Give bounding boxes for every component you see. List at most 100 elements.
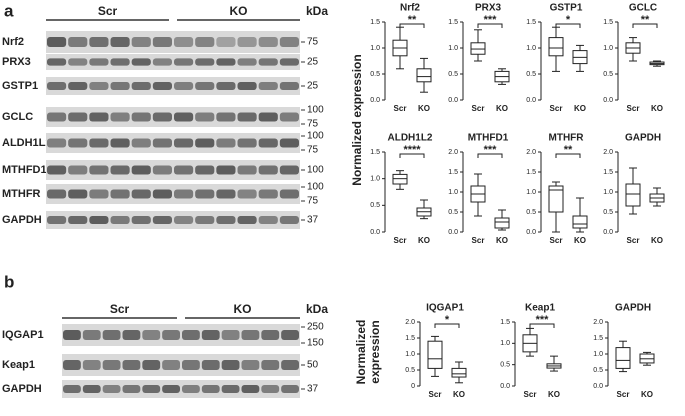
band [102,384,121,394]
band [122,360,141,370]
band [102,330,121,340]
band [201,330,220,340]
blot [62,324,300,346]
band [152,112,172,122]
band [201,360,220,370]
group-label: Scr [98,4,118,18]
marker-label: 100 [307,165,324,176]
significance-label: *** [484,14,498,26]
y-tick-label: 2.0 [593,319,603,326]
band [182,384,200,394]
band [110,58,130,66]
band [216,138,236,148]
chart-title: Nrf2 [400,3,420,14]
y-tick-label: 1.5 [526,19,536,26]
blot [46,107,300,127]
significance-bracket [529,323,555,328]
blot [46,184,300,204]
chart-title: PRX3 [475,3,502,14]
band [162,360,180,370]
band [279,189,299,199]
box [392,173,408,185]
band [68,37,88,47]
marker-label: 75 [307,119,319,130]
significance-label: ** [408,14,417,26]
band [63,360,81,370]
band [47,58,67,66]
marker-label: 37 [307,384,319,395]
band [281,384,299,394]
band [131,37,151,47]
band [82,330,101,340]
band [68,189,88,199]
band [162,384,180,394]
box [625,183,641,207]
band [131,189,151,199]
y-tick-label: 1.5 [370,19,380,26]
band [63,330,81,340]
band [110,112,130,122]
band [68,165,88,175]
protein-label: GAPDH [2,383,42,395]
y-tick-label: 0.0 [593,383,603,390]
blot [46,133,300,153]
band [68,215,88,225]
x-tick-label: KO [574,104,586,113]
box [427,340,443,369]
band [279,165,299,175]
band [89,81,109,91]
y-tick-label: 1.0 [603,45,613,52]
band [110,165,130,175]
band [261,384,280,394]
band [131,112,151,122]
significance-bracket [555,153,581,158]
x-tick-label: Scr [524,390,537,399]
panel-label: b [4,272,14,291]
significance-label: ** [641,14,650,26]
band [195,112,215,122]
protein-label: ALDH1L2 [2,137,52,149]
significance-bracket [477,153,503,158]
band [89,215,109,225]
marker-label: 100 [307,131,324,142]
band [82,384,101,394]
band [152,58,172,66]
y-tick-label: 0.0 [526,97,536,104]
band [47,81,67,91]
box [548,37,564,57]
band [216,189,236,199]
band [142,330,161,340]
x-tick-label: Scr [627,104,640,113]
significance-bracket [434,323,460,328]
protein-label: MTHFR [2,188,41,200]
band [142,360,161,370]
protein-label: GCLC [2,111,33,123]
protein-label: PRX3 [2,56,31,68]
unit-label: kDa [306,4,328,18]
band [237,37,257,47]
x-tick-label: KO [418,104,430,113]
band [102,360,121,370]
x-tick-label: Scr [429,390,442,399]
band [110,81,130,91]
band [47,189,67,199]
x-tick-label: Scr [394,236,407,245]
box [494,217,510,229]
marker-label: 150 [307,338,324,349]
marker-label: 50 [307,360,319,371]
group-label: Scr [110,302,130,316]
band [110,215,130,225]
band [241,330,260,340]
y-tick-label: 1.5 [526,169,536,176]
x-tick-label: KO [574,236,586,245]
band [131,58,151,66]
band [89,165,109,175]
band [142,384,161,394]
band [47,138,67,148]
y-axis-label: expression [368,320,382,383]
blot [46,54,300,70]
y-tick-label: 0.0 [370,97,380,104]
blot [46,160,300,180]
y-tick-label: 0.5 [370,202,380,209]
x-tick-label: Scr [472,104,485,113]
